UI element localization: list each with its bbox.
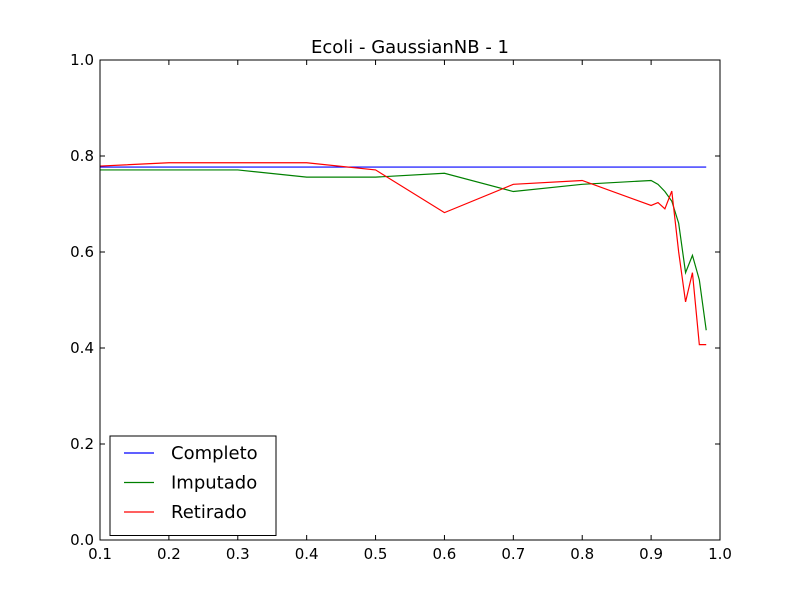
legend-label-retirado: Retirado (171, 502, 247, 523)
plot-frame (99, 59, 721, 541)
x-tick-label: 0.6 (433, 545, 457, 563)
y-tick-label: 0.0 (70, 531, 94, 549)
y-tick-label: 1.0 (70, 51, 94, 69)
chart-title: Ecoli - GaussianNB - 1 (311, 37, 509, 58)
x-tick-label: 0.4 (295, 545, 319, 563)
series-line-retirado (99, 162, 707, 346)
legend: Completo Imputado Retirado (109, 435, 277, 536)
y-tick-label: 0.2 (70, 435, 94, 453)
x-tick-label: 0.2 (157, 545, 181, 563)
y-axis: 0.0 0.2 0.4 0.6 0.8 1.0 (70, 51, 720, 549)
series-layer (99, 162, 707, 346)
y-tick-label: 0.8 (70, 147, 94, 165)
x-axis: 0.1 0.2 0.3 0.4 0.5 0.6 0.7 0.8 0.9 1.0 (88, 60, 732, 563)
legend-label-completo: Completo (171, 443, 258, 464)
y-tick-label: 0.6 (70, 243, 94, 261)
x-tick-label: 0.1 (88, 545, 112, 563)
x-tick-label: 0.9 (639, 545, 663, 563)
x-tick-label: 0.7 (501, 545, 525, 563)
legend-label-imputado: Imputado (171, 473, 257, 494)
x-tick-label: 0.3 (226, 545, 250, 563)
x-tick-label: 0.8 (570, 545, 594, 563)
y-tick-label: 0.4 (70, 339, 94, 357)
x-tick-label: 0.5 (364, 545, 388, 563)
x-tick-label: 1.0 (708, 545, 732, 563)
series-line-imputado (100, 169, 707, 331)
